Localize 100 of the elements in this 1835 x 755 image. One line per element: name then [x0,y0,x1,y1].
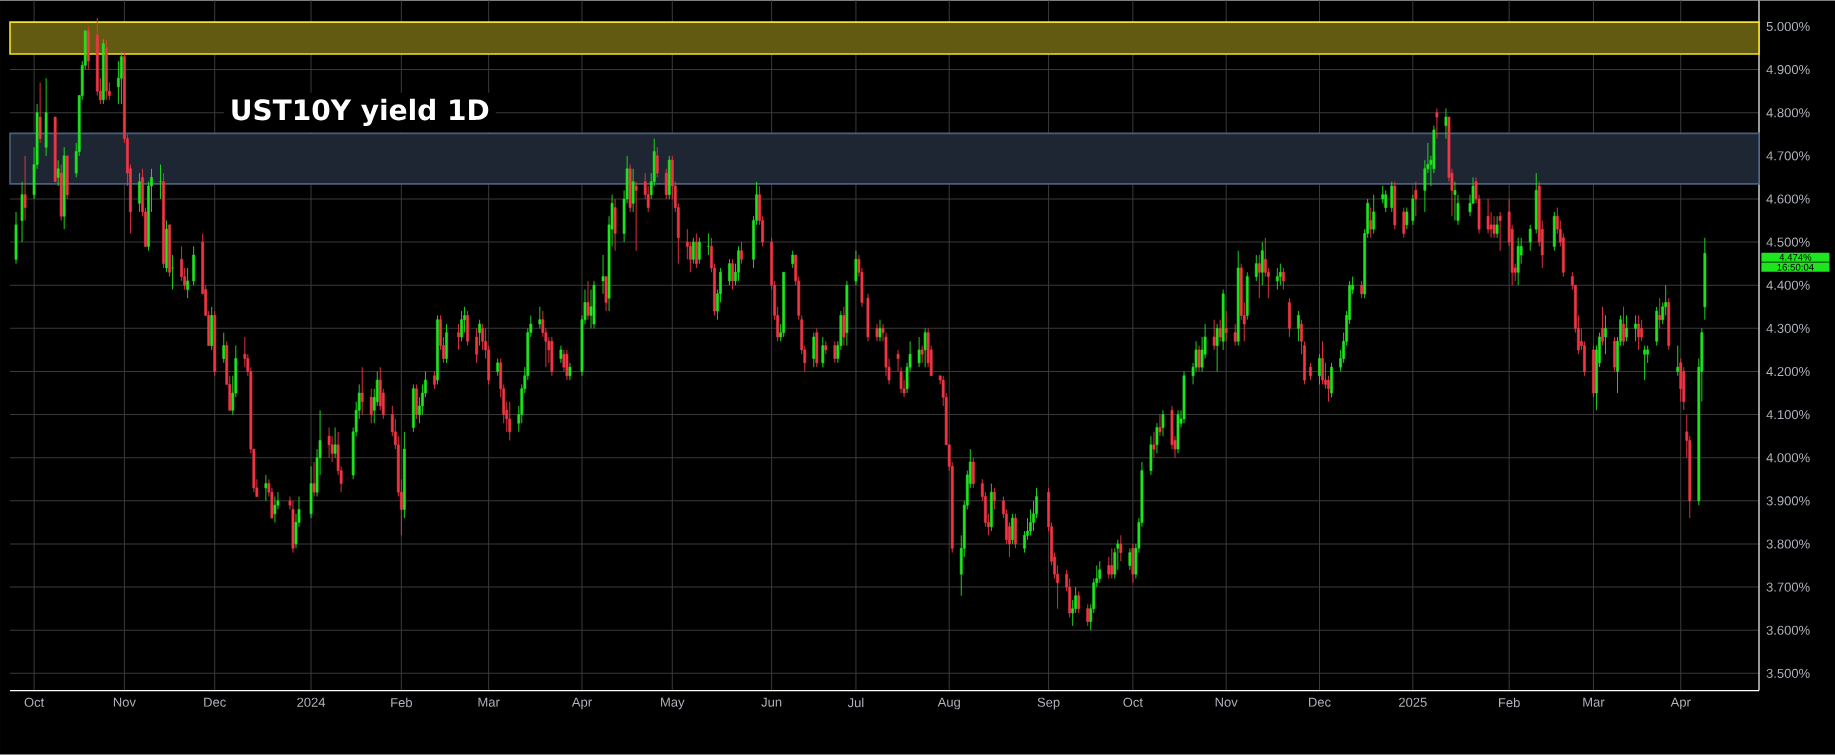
candlestick [264,474,268,502]
y-tick-label: 4.200% [1766,367,1810,377]
candlestick [38,82,42,144]
y-tick-label: 4.300% [1766,323,1810,334]
y-tick-label: 4.900% [1766,65,1810,75]
candlestick [159,164,162,200]
candlestick [1640,319,1643,342]
candlestick [1318,353,1321,386]
candlestick [360,366,364,416]
x-tick-label: 2025 [1399,697,1427,708]
candlestick [56,159,60,187]
y-tick-label: 4.700% [1766,151,1810,161]
x-tick-label: Apr [571,697,592,710]
candlestick [1233,323,1237,347]
y-tick-label: 4.600% [1766,194,1810,204]
x-tick-label: Oct [24,697,45,708]
candlestick [586,280,590,321]
candlestick [333,427,337,459]
candlestick [1622,306,1625,347]
candlestick [138,172,141,213]
candlestick [1634,315,1637,342]
candlestick [993,487,996,511]
candlestick [1486,198,1490,235]
candlestick [1275,267,1279,291]
candlestick [23,155,27,222]
y-tick-label: 4.500% [1766,237,1810,247]
candlestick [731,259,734,291]
candlestick [854,250,858,286]
candlestick [1278,263,1282,286]
candlestick [171,254,174,291]
x-tick-label: Mar [478,697,500,707]
candlestick [694,233,698,269]
x-tick-label: Feb [391,697,412,708]
candlestick [273,496,277,524]
candlestick [1604,315,1607,355]
candlestick [1215,323,1219,373]
candlestick [565,349,569,381]
candlestick [1098,560,1102,584]
candlestick [222,332,226,364]
x-tick-label: 2024 [297,697,326,708]
candlestick [1321,341,1324,386]
candlestick [568,362,572,381]
candlestick [1161,410,1165,437]
x-tick-label: Nov [113,697,136,707]
candlestick [1405,207,1409,230]
candlestick [1435,108,1439,140]
candlestick [1110,548,1114,580]
candlestick [631,168,635,213]
candlestick [1152,431,1156,459]
y-tick-label: 3.900% [1766,496,1810,506]
candlestick [1011,513,1014,545]
x-tick-label: May [661,697,685,710]
candlestick [1369,207,1373,239]
candlestick [1676,345,1680,377]
candlestick [1414,181,1418,217]
candlestick [1218,319,1222,342]
candlestick [833,341,837,364]
candlestick [920,345,924,364]
candlestick [664,168,668,200]
candlestick [812,332,816,368]
y-tick-label: 4.800% [1766,108,1810,118]
candlestick [601,254,605,295]
candlestick [312,461,316,498]
x-tick-label: Jun [761,697,782,707]
y-tick-label: 4.000% [1766,453,1810,463]
candlestick [186,267,189,299]
y-tick-label: 3.500% [1766,668,1810,679]
text: 4.474% [1779,254,1812,261]
y-tick-label: 3.600% [1766,625,1810,636]
x-tick-label: Aug [937,697,960,710]
x-tick-label: Mar [1583,697,1605,707]
candlestick [971,457,975,489]
candlestick [728,259,731,286]
candlestick [1498,211,1502,252]
x-tick-label: Dec [204,697,226,707]
candlestick [1372,194,1376,235]
y-tick-label: 3.700% [1766,582,1810,592]
text: UST10Y yield 1D [232,98,489,127]
candlestick [737,246,740,282]
y-tick-label: 5.000% [1766,22,1810,32]
candlestick [1601,306,1604,347]
candlestick [740,241,743,265]
candlestick [1402,207,1406,239]
candlestick [634,181,638,252]
candlestick [1528,224,1532,252]
candlestick [691,237,695,265]
candlestick [1453,181,1457,222]
candlestick [460,310,463,342]
x-tick-label: Jul [847,697,864,708]
candlestick [917,336,921,368]
candlestick [1086,604,1090,627]
candlestick [1384,190,1388,213]
candlestick [1212,319,1216,351]
candlestick [1077,591,1081,614]
candlestick [1625,315,1628,342]
candlestick [1282,267,1285,291]
candlestick [697,237,701,265]
candlestick [1197,345,1201,373]
candlestick [1257,254,1261,299]
candlestick [508,401,512,442]
